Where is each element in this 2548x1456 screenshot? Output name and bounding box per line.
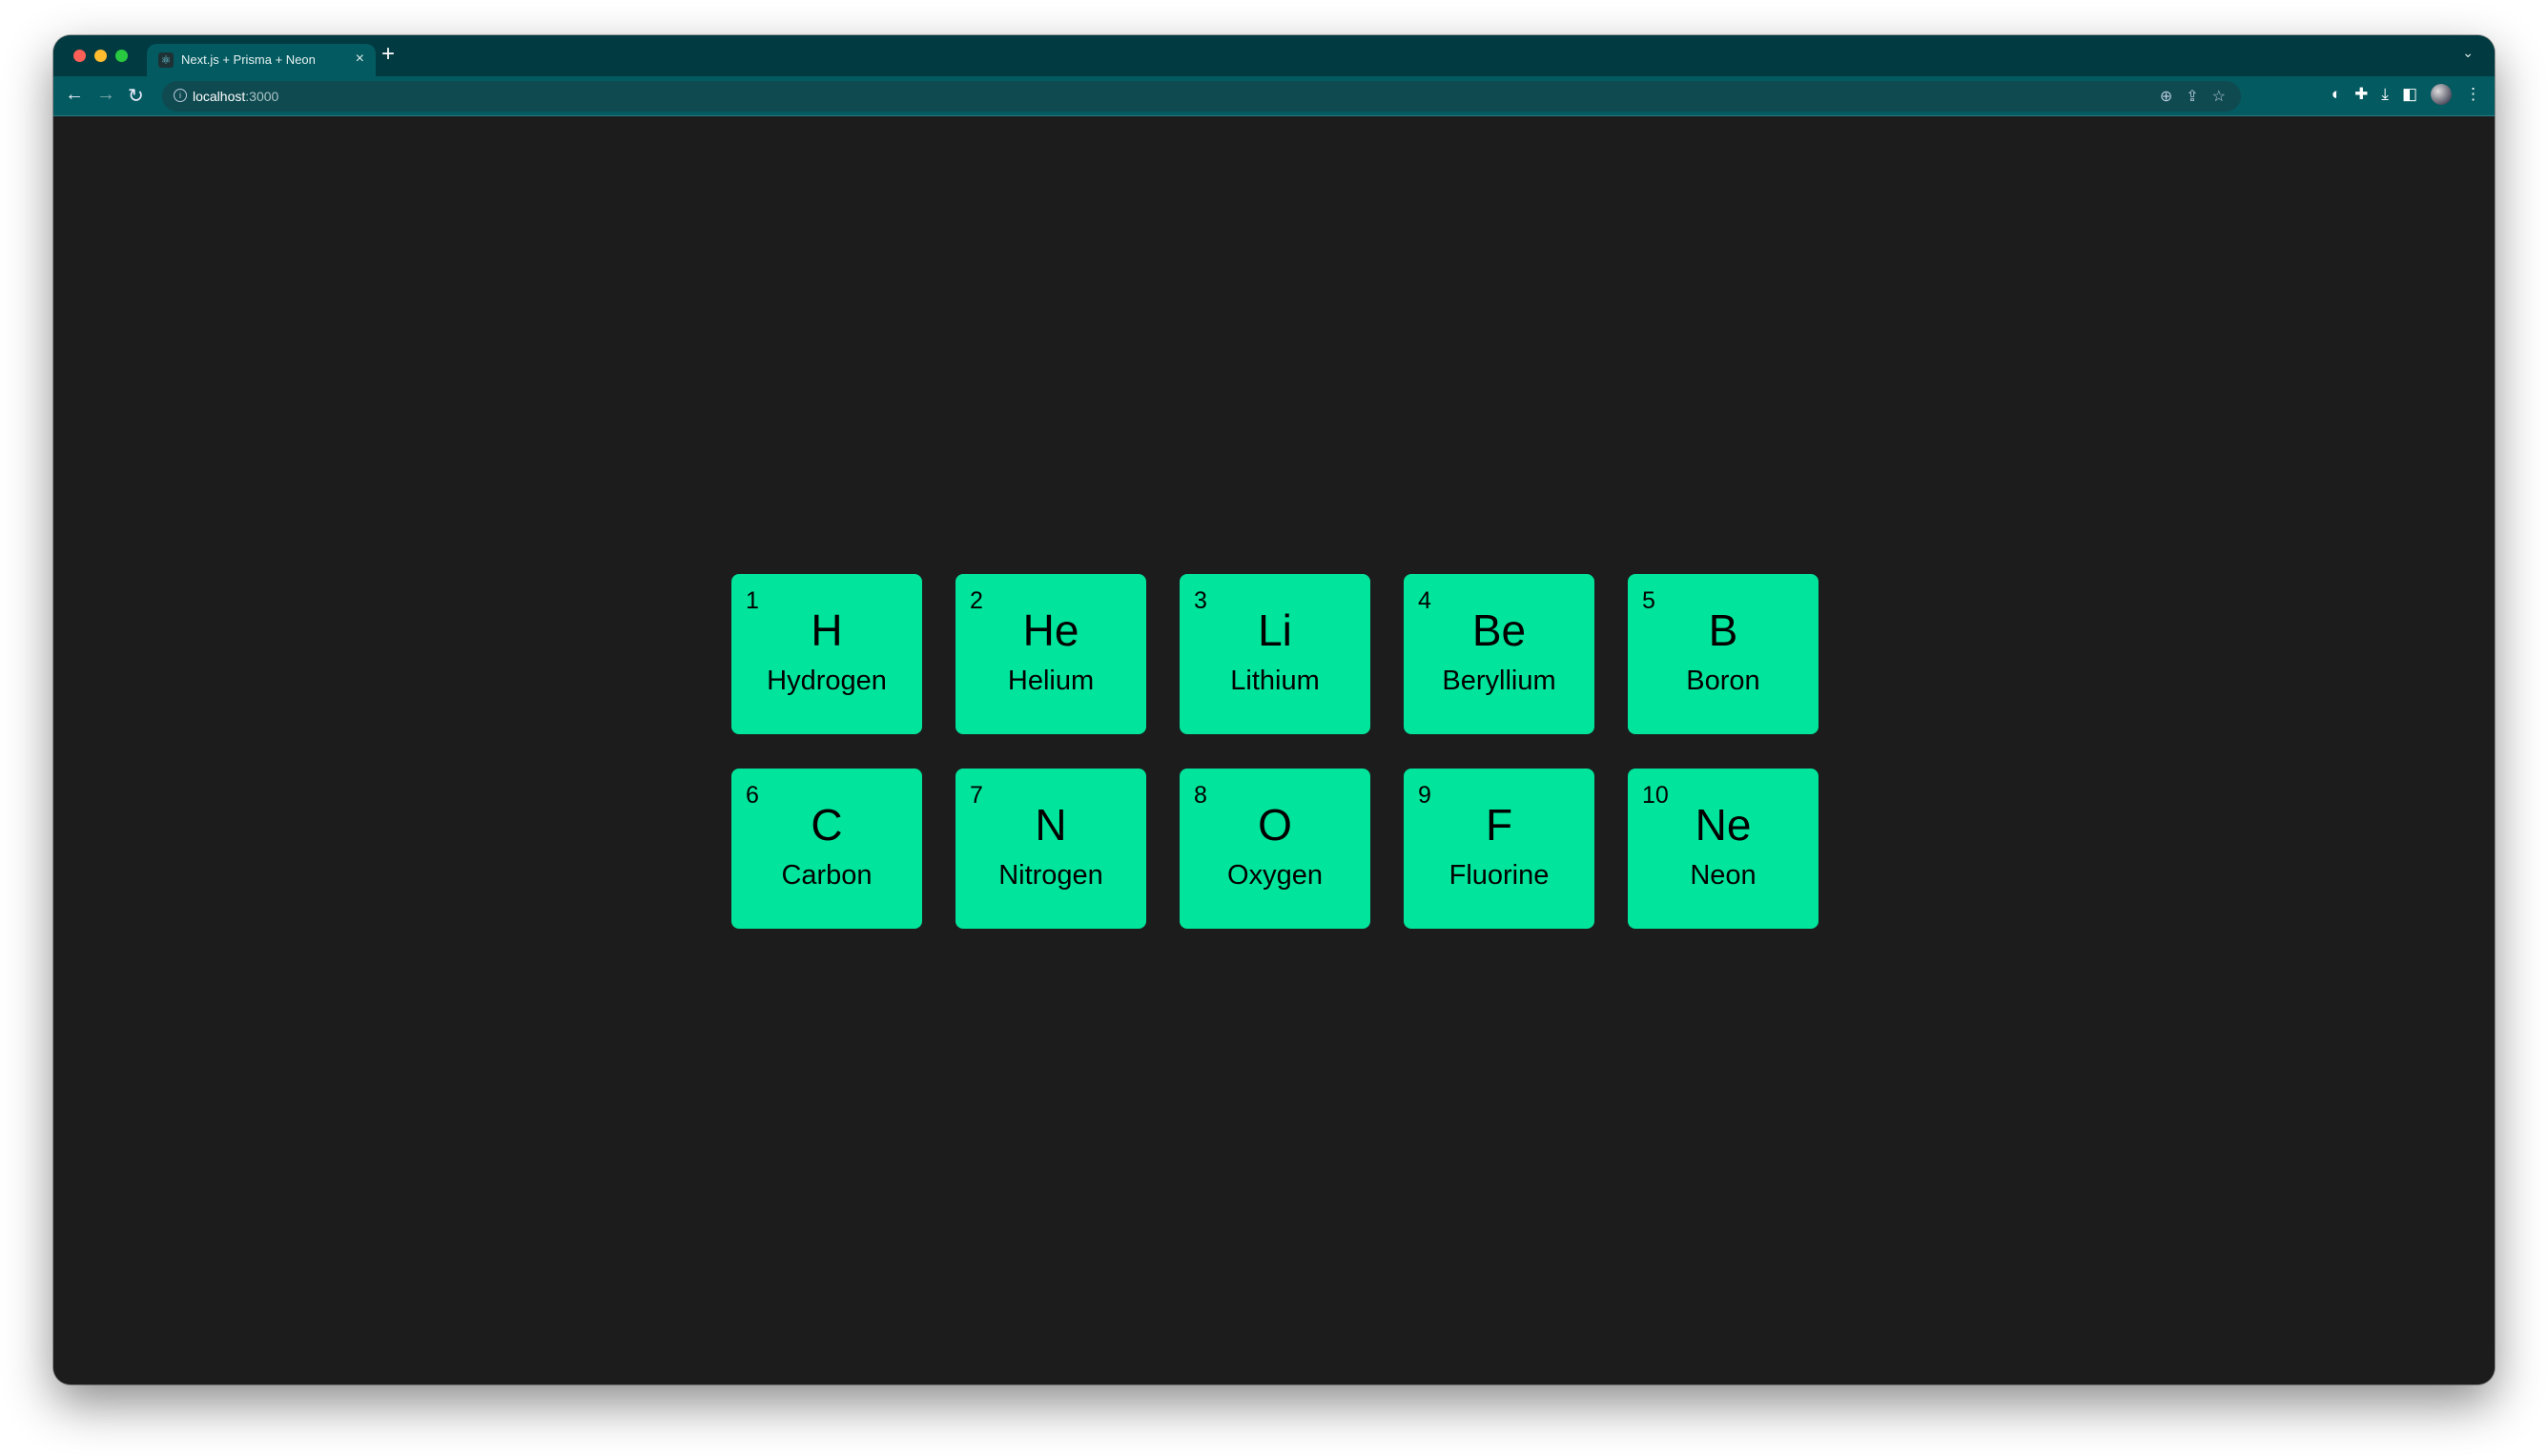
element-symbol: O xyxy=(1258,800,1292,850)
atomic-number: 3 xyxy=(1194,587,1207,614)
more-menu-icon[interactable]: ⋮ xyxy=(2465,85,2481,103)
atomic-number: 4 xyxy=(1418,587,1431,614)
element-symbol: Ne xyxy=(1695,800,1752,850)
element-tile-fluorine[interactable]: 9 F Fluorine xyxy=(1404,769,1594,929)
element-tile-beryllium[interactable]: 4 Be Beryllium xyxy=(1404,574,1594,734)
element-name: Helium xyxy=(1007,666,1095,696)
element-symbol: C xyxy=(811,800,843,850)
element-symbol: Be xyxy=(1471,605,1527,655)
element-symbol: H xyxy=(811,605,843,655)
element-tile-lithium[interactable]: 3 Li Lithium xyxy=(1180,574,1370,734)
url-text: localhost:3000 xyxy=(193,89,278,104)
element-name: Hydrogen xyxy=(767,666,887,696)
atomic-number: 5 xyxy=(1642,587,1655,614)
element-name: Lithium xyxy=(1230,666,1320,696)
tab-active[interactable]: ⚛ Next.js + Prisma + Neon × xyxy=(147,44,376,76)
atomic-number: 7 xyxy=(970,782,983,809)
element-tile-oxygen[interactable]: 8 O Oxygen xyxy=(1180,769,1370,929)
tab-title: Next.js + Prisma + Neon xyxy=(181,52,316,67)
tab-search-chevron-icon[interactable]: ⌄ xyxy=(2462,45,2474,60)
react-favicon-icon: ⚛ xyxy=(158,52,174,68)
url-port: :3000 xyxy=(245,89,279,104)
element-name: Carbon xyxy=(781,860,873,891)
element-symbol: Li xyxy=(1258,605,1292,655)
element-name: Boron xyxy=(1686,666,1760,696)
element-tile-helium[interactable]: 2 He Helium xyxy=(956,574,1146,734)
element-name: Neon xyxy=(1690,860,1757,891)
page-content: 1 H Hydrogen 2 He Helium 3 Li Lithium 4 Be Berylliu… xyxy=(53,116,2495,1384)
back-icon[interactable]: ← xyxy=(65,84,84,105)
element-name: Oxygen xyxy=(1227,860,1323,891)
atomic-number: 10 xyxy=(1642,782,1669,809)
element-tile-hydrogen[interactable]: 1 H Hydrogen xyxy=(731,574,922,734)
share-icon[interactable]: ⇪ xyxy=(2186,89,2199,105)
atomic-number: 2 xyxy=(970,587,983,614)
atomic-number: 9 xyxy=(1418,782,1431,809)
reload-icon[interactable]: ↻ xyxy=(128,86,144,107)
address-bar[interactable]: i localhost:3000 ⊕ ⇪ ☆ xyxy=(162,81,2241,112)
close-window-button[interactable] xyxy=(73,50,86,62)
tab-bar: ⚛ Next.js + Prisma + Neon × + ⌄ xyxy=(53,35,2495,76)
download-icon[interactable]: ⤓ xyxy=(2381,85,2389,103)
minimize-window-button[interactable] xyxy=(94,50,107,62)
forward-icon[interactable]: → xyxy=(96,84,115,105)
element-tile-neon[interactable]: 10 Ne Neon xyxy=(1628,769,1819,929)
atomic-number: 8 xyxy=(1194,782,1207,809)
star-icon[interactable]: ☆ xyxy=(2211,89,2226,105)
info-icon[interactable]: i xyxy=(174,89,187,102)
element-symbol: B xyxy=(1708,605,1738,655)
new-tab-button[interactable]: + xyxy=(381,41,396,67)
tab-close-icon[interactable]: × xyxy=(355,51,364,67)
profile-avatar[interactable] xyxy=(2431,84,2452,105)
extensions-icon[interactable]: ✚ xyxy=(2354,85,2369,103)
elements-grid: 1 H Hydrogen 2 He Helium 3 Li Lithium 4 Be Berylliu… xyxy=(731,574,1819,929)
element-tile-nitrogen[interactable]: 7 N Nitrogen xyxy=(956,769,1146,929)
browser-toolbar: ← → ↻ i localhost:3000 ⊕ ⇪ ☆ ◐ ✚ ⤓ ◧ ⋮ xyxy=(53,76,2495,116)
element-symbol: F xyxy=(1485,800,1513,850)
zoom-icon[interactable]: ⊕ xyxy=(2159,89,2173,105)
element-symbol: N xyxy=(1035,800,1067,850)
element-name: Nitrogen xyxy=(998,860,1103,891)
element-name: Fluorine xyxy=(1449,860,1550,891)
element-tile-boron[interactable]: 5 B Boron xyxy=(1628,574,1819,734)
maximize-window-button[interactable] xyxy=(115,50,128,62)
browser-window: ⚛ Next.js + Prisma + Neon × + ⌄ ← → ↻ i … xyxy=(53,35,2495,1384)
atomic-number: 6 xyxy=(746,782,759,809)
window-controls xyxy=(73,50,128,62)
element-tile-carbon[interactable]: 6 C Carbon xyxy=(731,769,922,929)
element-symbol: He xyxy=(1022,605,1079,655)
url-host: localhost xyxy=(193,89,246,104)
element-name: Beryllium xyxy=(1442,666,1556,696)
side-panel-icon[interactable]: ◧ xyxy=(2401,85,2417,103)
privacy-extension-icon[interactable]: ◐ xyxy=(2331,85,2342,103)
atomic-number: 1 xyxy=(746,587,759,614)
